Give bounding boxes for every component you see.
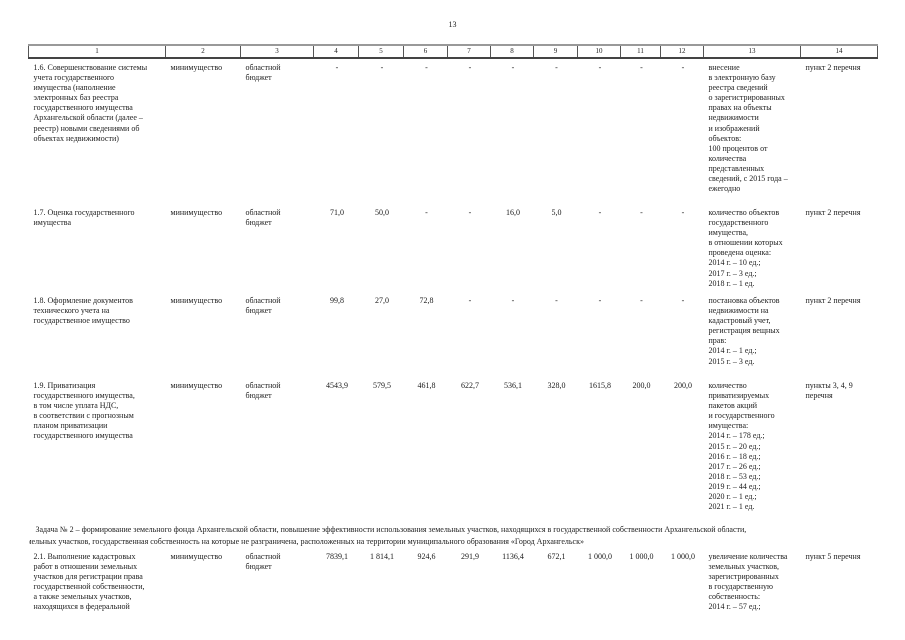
activity-cell: 1.6. Совершенствование системы учета гос… [33, 63, 148, 143]
value-cell: 7839,1 [326, 552, 348, 561]
value-cell: 622,7 [461, 381, 479, 390]
executor-cell: минимущество [170, 552, 223, 561]
activity-cell: 2.1. Выполнение кадастровых работ в отно… [33, 552, 145, 612]
column-number-header: 9 [533, 44, 578, 59]
table-row-1-6: 1.6. Совершенствование системы учета гос… [29, 58, 878, 204]
value-cell: 50,0 [375, 208, 389, 217]
funding-source-cell: областной бюджет [245, 208, 281, 228]
value-cell: - [335, 63, 339, 72]
value-cell: 4543,9 [326, 381, 348, 390]
value-cell: 924,6 [417, 552, 436, 561]
indicator-cell: количество приватизируемых пакетов акций… [708, 381, 775, 512]
funding-source-cell: областной бюджет [245, 381, 281, 401]
value-cell: 1 000,0 [671, 552, 695, 561]
value-cell: - [511, 296, 515, 305]
value-cell: - [380, 63, 384, 72]
value-cell: 1 000,0 [629, 552, 654, 561]
executor-cell: минимущество [170, 208, 223, 217]
value-cell: - [598, 208, 602, 217]
indicator-cell: количество объектов государственного иму… [708, 208, 783, 288]
funding-source-cell: областной бюджет [245, 63, 281, 83]
value-cell: 71,0 [330, 208, 344, 217]
value-cell: 200,0 [674, 381, 692, 390]
value-cell: - [640, 208, 643, 217]
value-cell: - [425, 63, 428, 72]
executor-cell: минимущество [170, 296, 223, 305]
value-cell: - [598, 63, 602, 72]
value-cell: 99,8 [330, 296, 344, 305]
column-number-header: 2 [165, 44, 241, 59]
value-cell: 672,1 [547, 552, 566, 561]
program-table: 1 2 3 4 5 6 7 8 9 10 11 12 13 14 1.6. Со… [28, 44, 878, 640]
value-cell: 1136,4 [502, 552, 524, 561]
value-cell: 16,0 [506, 208, 520, 217]
value-cell: 200,0 [632, 381, 651, 390]
reference-cell: пункты 3, 4, 9 перечня [805, 381, 853, 401]
activity-cell: 1.8. Оформление документов технического … [33, 296, 133, 326]
value-cell: 579,5 [373, 381, 391, 390]
column-number-header: 14 [800, 44, 878, 59]
funding-source-cell: областной бюджет [245, 552, 281, 572]
reference-cell: пункт 2 перечня [805, 63, 861, 72]
activity-cell: 1.7. Оценка государственного имущества [33, 208, 135, 228]
reference-cell: пункт 2 перечня [805, 208, 861, 217]
value-cell: - [511, 63, 515, 72]
column-number-header: 8 [490, 44, 534, 59]
value-cell: 1 814,1 [370, 552, 394, 561]
value-cell: 328,0 [547, 381, 566, 390]
value-cell: 536,1 [504, 381, 522, 390]
value-cell: 461,8 [417, 381, 436, 390]
column-number-header-row: 1 2 3 4 5 6 7 8 9 10 11 12 13 14 [28, 44, 878, 59]
value-cell: - [681, 296, 685, 305]
reference-cell: пункт 2 перечня [805, 296, 861, 305]
task-2-section: Задача № 2 – формирование земельного фон… [29, 513, 878, 548]
column-number-header: 11 [620, 44, 661, 59]
value-cell: - [555, 296, 558, 305]
value-cell: - [468, 63, 472, 72]
value-cell: 72,8 [419, 296, 434, 305]
value-cell: - [598, 296, 602, 305]
table-row-1-7: 1.7. Оценка государственного имущества м… [29, 204, 878, 292]
table-row-1-8: 1.8. Оформление документов технического … [29, 292, 878, 377]
page-number: 13 [448, 20, 457, 29]
column-number-header: 13 [703, 44, 801, 59]
column-number-header: 1 [28, 44, 166, 59]
reference-cell: пункт 5 перечня [805, 552, 861, 561]
value-cell: - [640, 296, 643, 305]
column-number-header: 4 [313, 44, 359, 59]
column-number-header: 5 [358, 44, 404, 59]
executor-cell: минимущество [170, 63, 223, 72]
value-cell: - [555, 63, 558, 72]
value-cell: 1 000,0 [588, 552, 612, 561]
column-number-header: 3 [240, 44, 314, 59]
task-2-heading: Задача № 2 – формирование земельного фон… [28, 525, 747, 546]
value-cell: - [425, 208, 428, 217]
activity-cell: 1.9. Приватизация государственного имуще… [33, 381, 135, 441]
value-cell: - [681, 208, 685, 217]
value-cell: - [468, 208, 472, 217]
value-cell: 27,0 [375, 296, 389, 305]
table-row-1-9: 1.9. Приватизация государственного имуще… [29, 377, 878, 513]
executor-cell: минимущество [170, 381, 223, 390]
indicator-cell: увеличение количества земельных участков… [708, 552, 788, 612]
value-cell: 291,9 [461, 552, 479, 561]
column-number-header: 6 [403, 44, 448, 59]
value-cell: - [640, 63, 643, 72]
value-cell: 1615,8 [589, 381, 611, 390]
column-number-header: 12 [660, 44, 704, 59]
funding-source-cell: областной бюджет [245, 296, 281, 316]
task-2-row: Задача № 2 – формирование земельного фон… [29, 513, 878, 548]
indicator-cell: внесение в электронную базу реестра свед… [708, 63, 788, 194]
value-cell: - [468, 296, 472, 305]
table-row-2-1: 2.1. Выполнение кадастровых работ в отно… [29, 548, 878, 640]
column-number-header: 7 [447, 44, 491, 59]
value-cell: 5,0 [551, 208, 562, 217]
indicator-cell: постановка объектов недвижимости на када… [708, 296, 780, 366]
value-cell: - [681, 63, 685, 72]
column-number-header: 10 [577, 44, 621, 59]
